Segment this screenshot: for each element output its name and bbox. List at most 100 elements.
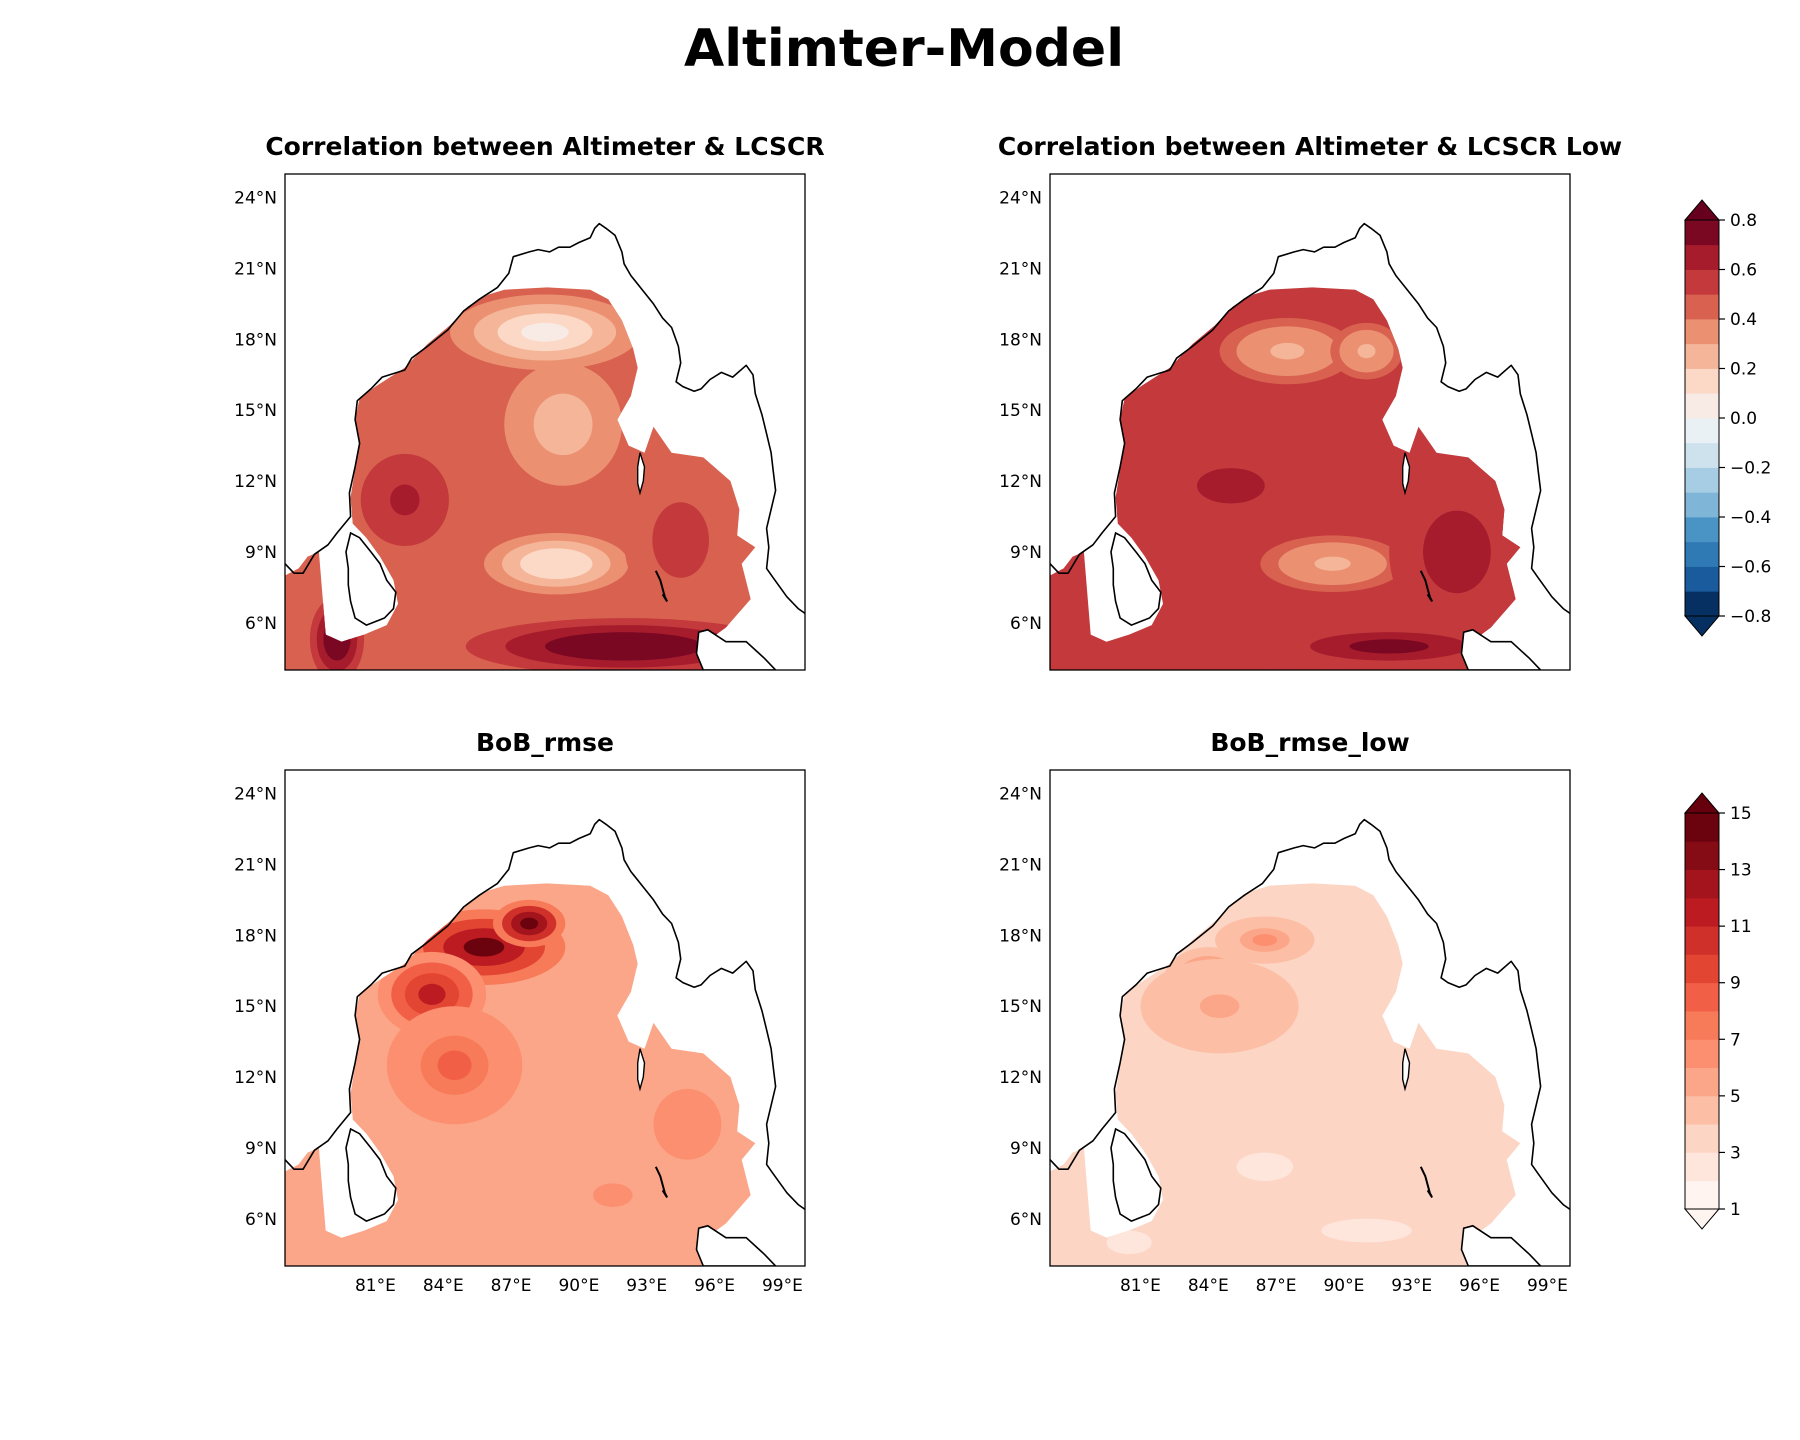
contour-blob bbox=[463, 937, 505, 957]
lon-tick-label: 87°E bbox=[491, 1276, 532, 1296]
contour-blob bbox=[1244, 399, 1262, 412]
lon-tick-label: 99°E bbox=[762, 1276, 803, 1296]
lat-tick-label: 12°N bbox=[234, 472, 277, 492]
lat-tick-label: 9°N bbox=[245, 1139, 277, 1159]
colorbar-segment bbox=[1685, 368, 1719, 394]
colorbar-segment bbox=[1685, 1039, 1719, 1068]
map-panel-rmse-low: BoB_rmse_low 6°N 9°N 12°N 15°N 18°N 21°N 24°N 81… bbox=[999, 728, 1571, 1296]
colorbar-label: 15 bbox=[1730, 804, 1752, 824]
sumatra-land bbox=[695, 1224, 777, 1266]
lat-tick-label: 9°N bbox=[1010, 1139, 1042, 1159]
coastline bbox=[1050, 222, 1570, 614]
contour-blob bbox=[1349, 639, 1429, 654]
colorbar-segment bbox=[1685, 269, 1719, 295]
sri-lanka-land bbox=[345, 1127, 397, 1222]
axes-frame bbox=[284, 769, 806, 1267]
colorbar-segment bbox=[1685, 1095, 1719, 1125]
sumatra-land bbox=[1460, 628, 1542, 670]
lat-tick-label: 6°N bbox=[1010, 614, 1042, 634]
lat-tick-label: 18°N bbox=[234, 330, 277, 350]
contour-blob bbox=[1252, 934, 1278, 946]
lon-tick-label: 81°E bbox=[355, 1276, 396, 1296]
sri-lanka-land bbox=[1110, 531, 1162, 626]
contour-blob bbox=[521, 322, 569, 342]
lon-tick-label: 96°E bbox=[1459, 1276, 1500, 1296]
panel-title: BoB_rmse_low bbox=[1210, 728, 1409, 757]
axes-frame bbox=[1049, 173, 1571, 671]
colorbar-frame bbox=[1684, 812, 1720, 1210]
contour-blob bbox=[390, 484, 420, 516]
colorbar-label: −0.6 bbox=[1730, 558, 1771, 578]
lat-tick-label: 15°N bbox=[999, 997, 1042, 1017]
colorbar-extend-max bbox=[1683, 199, 1721, 221]
nicobar-islands bbox=[1419, 570, 1433, 603]
colorbar-segment bbox=[1685, 813, 1719, 842]
nicobar-islands bbox=[654, 570, 668, 603]
contour-blob bbox=[666, 521, 695, 559]
lat-tick-label: 15°N bbox=[999, 401, 1042, 421]
colorbar-label: 0.8 bbox=[1730, 211, 1757, 231]
colorbar-corr: 0.8 0.6 0.4 0.2 0.0 −0.2 −0.4 −0.6 −0.8 bbox=[1683, 199, 1771, 637]
lat-tick-label: 21°N bbox=[999, 855, 1042, 875]
lat-tick-label: 21°N bbox=[999, 259, 1042, 279]
sumatra-land bbox=[695, 628, 777, 670]
lat-tick-label: 15°N bbox=[234, 401, 277, 421]
colorbar-segment bbox=[1685, 220, 1719, 246]
lat-tick-label: 18°N bbox=[999, 330, 1042, 350]
colorbar-segment bbox=[1685, 841, 1719, 870]
lat-tick-label: 9°N bbox=[1010, 543, 1042, 563]
colorbar-label: 1 bbox=[1730, 1200, 1741, 1220]
contour-blob bbox=[1270, 342, 1305, 360]
colorbar-label: 9 bbox=[1730, 974, 1741, 994]
colorbars-layer: 0.80.60.40.20.0−0.2−0.4−0.6−0.8151311975… bbox=[1683, 199, 1771, 1230]
lat-tick-label: 18°N bbox=[234, 926, 277, 946]
contour-blob bbox=[1199, 994, 1240, 1018]
colorbar-segment bbox=[1685, 244, 1719, 270]
colorbar-segment bbox=[1685, 541, 1719, 567]
coastline bbox=[1050, 818, 1570, 1210]
coastline bbox=[285, 222, 805, 614]
colorbar-label: 7 bbox=[1730, 1030, 1741, 1050]
lat-tick-label: 24°N bbox=[234, 785, 277, 805]
andaman-islands bbox=[637, 452, 646, 496]
contour-blob bbox=[676, 1112, 699, 1137]
figure-title: Altimter-Model bbox=[684, 19, 1124, 79]
lon-tick-label: 84°E bbox=[1188, 1276, 1229, 1296]
lat-tick-label: 21°N bbox=[234, 855, 277, 875]
lat-tick-label: 24°N bbox=[999, 189, 1042, 209]
colorbar-segment bbox=[1685, 442, 1719, 468]
sri-lanka-land bbox=[1110, 1127, 1162, 1222]
nicobar-islands bbox=[1419, 1166, 1433, 1199]
lon-tick-label: 96°E bbox=[694, 1276, 735, 1296]
colorbar-segment bbox=[1685, 492, 1719, 518]
contour-blob bbox=[437, 1050, 472, 1081]
contour-blob bbox=[538, 556, 575, 572]
lon-tick-label: 93°E bbox=[626, 1276, 667, 1296]
contour-blob bbox=[1250, 1159, 1279, 1174]
colorbar-label: −0.2 bbox=[1730, 459, 1771, 479]
contour-blob bbox=[1117, 1236, 1141, 1249]
lat-tick-label: 24°N bbox=[999, 785, 1042, 805]
andaman-islands bbox=[1401, 452, 1411, 496]
colorbar-segment bbox=[1685, 982, 1719, 1012]
colorbar-segment bbox=[1685, 467, 1719, 493]
lon-tick-label: 99°E bbox=[1527, 1276, 1568, 1296]
colorbar-label: 0.2 bbox=[1730, 360, 1757, 380]
lon-tick-label: 90°E bbox=[558, 1276, 599, 1296]
colorbar-segment bbox=[1685, 1180, 1719, 1210]
lat-tick-label: 15°N bbox=[234, 997, 277, 1017]
colorbar-segment bbox=[1685, 897, 1719, 927]
colorbar-segment bbox=[1685, 1011, 1719, 1040]
colorbar-segment bbox=[1685, 517, 1719, 543]
colorbar-label: 13 bbox=[1730, 861, 1752, 881]
colorbar-segment bbox=[1685, 1067, 1719, 1097]
sumatra-land bbox=[1460, 1224, 1542, 1266]
lon-tick-label: 84°E bbox=[423, 1276, 464, 1296]
contour-blob bbox=[1357, 344, 1376, 359]
nicobar-islands bbox=[654, 1166, 668, 1199]
sri-lanka-land bbox=[345, 531, 397, 626]
lon-tick-label: 93°E bbox=[1391, 1276, 1432, 1296]
colorbar-segment bbox=[1685, 566, 1719, 592]
lat-tick-label: 12°N bbox=[234, 1068, 277, 1088]
